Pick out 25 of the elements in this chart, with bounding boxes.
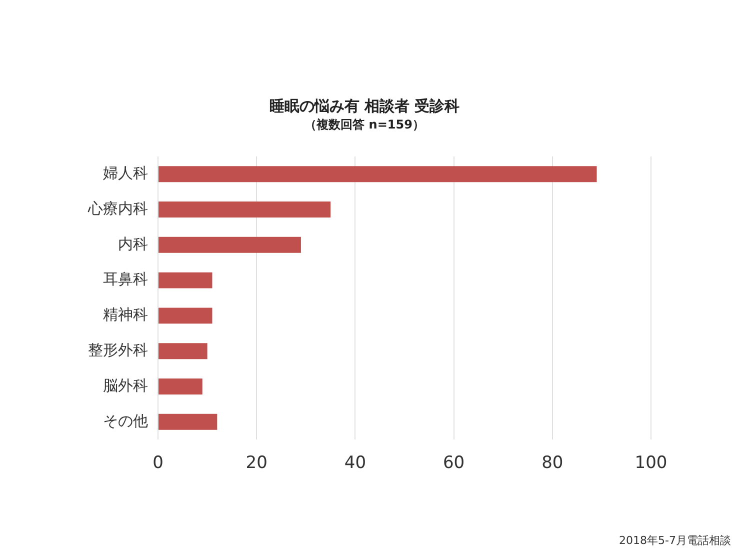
bar: [158, 308, 212, 324]
chart-title: 睡眠の悩み有 相談者 受診科: [269, 96, 460, 115]
bar: [158, 343, 208, 360]
y-tick-label: 耳鼻科: [103, 270, 148, 288]
y-tick-label: 脳外科: [103, 376, 148, 394]
x-tick-label: 0: [152, 453, 164, 474]
bar: [158, 166, 597, 182]
bar: [158, 272, 212, 288]
x-tick-label: 20: [246, 453, 268, 474]
chart-subtitle: （複数回答 n=159）: [304, 117, 424, 132]
y-tick-label: 内科: [118, 234, 148, 253]
text: 2018年5-7月電話相談: [619, 533, 731, 548]
bar: [158, 236, 301, 253]
y-tick-label: 心療内科: [87, 199, 148, 218]
bar: [158, 378, 202, 394]
x-tick-label: 60: [442, 453, 465, 474]
bar: [158, 414, 218, 430]
x-tick-label: 40: [344, 453, 366, 474]
y-tick-label: 精神科: [103, 306, 148, 324]
x-tick-label: 100: [634, 453, 668, 474]
y-tick-label: 整形外科: [88, 340, 148, 359]
y-tick-label: 婦人科: [103, 164, 148, 182]
y-tick-label: その他: [103, 412, 148, 430]
x-tick-label: 80: [542, 453, 564, 474]
bar: [158, 202, 331, 218]
